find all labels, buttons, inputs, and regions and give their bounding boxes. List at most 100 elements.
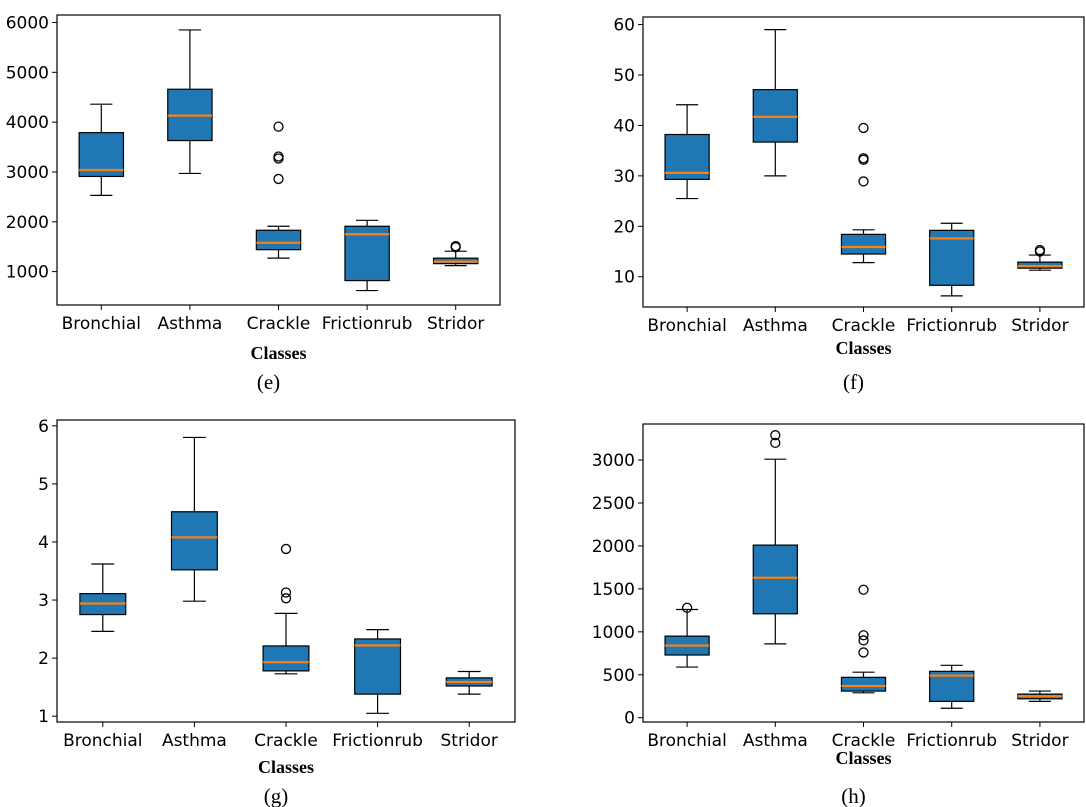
- outlier-point: [858, 153, 869, 164]
- iqr-box: [840, 676, 887, 692]
- box-asthma: [752, 29, 798, 177]
- outlier-point: [273, 121, 284, 132]
- box-crackle: [262, 543, 310, 675]
- y-tick-label: 5000: [6, 63, 49, 83]
- y-tick-label: 20: [613, 217, 635, 237]
- outlier-point: [858, 122, 869, 134]
- outlier-point: [280, 593, 292, 604]
- x-tick-label: Bronchial: [647, 731, 726, 751]
- outlier-point: [858, 584, 869, 595]
- plot-area-frame: [56, 419, 516, 723]
- x-tick-label: Stridor: [441, 731, 498, 751]
- y-tick-label: 2000: [6, 213, 49, 233]
- x-tick-label: Frictionrub: [322, 314, 413, 334]
- outlier-point: [273, 173, 284, 185]
- outlier-point: [858, 176, 869, 187]
- outlier-point: [770, 430, 781, 441]
- y-tick-label: 4: [38, 533, 49, 553]
- y-tick-label: 4000: [6, 113, 49, 133]
- box-asthma: [167, 29, 213, 175]
- box-crackle: [255, 121, 302, 259]
- x-tick-label: Crackle: [254, 731, 318, 751]
- y-tick-label: 0: [624, 709, 635, 729]
- box-asthma: [752, 430, 798, 645]
- box-frictionrub: [354, 629, 402, 714]
- iqr-box: [354, 638, 402, 695]
- x-tick-label: Stridor: [1011, 731, 1068, 751]
- y-tick-label: 6000: [6, 13, 49, 33]
- x-tick-label: Frictionrub: [906, 316, 997, 336]
- iqr-box: [752, 544, 798, 615]
- y-tick-label: 6: [38, 417, 49, 437]
- x-tick-label: Stridor: [427, 314, 484, 334]
- x-tick-label: Frictionrub: [906, 731, 997, 751]
- box-stridor: [1017, 244, 1063, 271]
- y-tick-label: 2: [38, 649, 49, 669]
- box-frictionrub: [929, 222, 975, 297]
- y-tick-label: 2000: [592, 537, 635, 557]
- outlier-point: [858, 630, 869, 641]
- x-tick-label: Crackle: [247, 314, 311, 334]
- panel-caption: (f): [843, 370, 864, 394]
- x-tick-label: Asthma: [743, 731, 808, 751]
- x-axis-title: Classes: [835, 338, 891, 358]
- box-crackle: [840, 122, 887, 264]
- outlier-point: [858, 635, 869, 646]
- y-tick-label: 2500: [592, 494, 635, 514]
- box-stridor: [432, 241, 479, 267]
- chart-panel-1: 1000 2000 3000 4000 5000 6000 Bronchial Asthma C…: [6, 13, 501, 394]
- box-bronchial: [664, 104, 710, 200]
- outlier-point: [280, 587, 292, 598]
- outlier-point: [858, 647, 869, 658]
- panel-caption: (e): [257, 370, 280, 394]
- y-tick-label: 40: [613, 116, 635, 136]
- x-axis-title: Classes: [835, 748, 891, 768]
- y-tick-label: 1500: [592, 580, 635, 600]
- y-tick-label: 5: [38, 475, 49, 495]
- iqr-box: [840, 233, 887, 255]
- chart-panel-4: 0 500 1000 1500 2000 2500 3000 Bronchial Asthma C…: [592, 423, 1085, 807]
- box-bronchial: [79, 563, 127, 633]
- outlier-point: [770, 437, 781, 449]
- y-tick-label: 10: [613, 268, 635, 288]
- x-tick-label: Stridor: [1011, 316, 1068, 336]
- iqr-box: [170, 511, 218, 571]
- outlier-point: [450, 241, 461, 252]
- x-tick-label: Asthma: [743, 316, 808, 336]
- y-tick-label: 3: [38, 591, 49, 611]
- x-tick-label: Bronchial: [63, 731, 142, 751]
- y-tick-label: 30: [613, 167, 635, 187]
- x-tick-label: Crackle: [832, 316, 896, 336]
- iqr-box: [262, 645, 310, 672]
- outlier-point: [681, 602, 693, 613]
- panel-caption: (g): [264, 784, 289, 807]
- chart-panel-3: 1 2 3 4 5 6 Bronchial Asthma Crackle Frictionrub S…: [38, 417, 516, 807]
- x-tick-label: Bronchial: [647, 316, 726, 336]
- y-tick-label: 3000: [6, 163, 49, 183]
- outlier-point: [280, 543, 292, 555]
- panel-caption: (h): [841, 784, 866, 807]
- box-crackle: [840, 584, 887, 694]
- x-tick-label: Bronchial: [62, 314, 141, 334]
- y-tick-label: 60: [613, 16, 635, 36]
- box-frictionrub: [929, 664, 975, 709]
- y-tick-label: 3000: [592, 451, 635, 471]
- y-tick-label: 1000: [592, 623, 635, 643]
- outlier-point: [273, 151, 284, 162]
- outlier-point: [1034, 244, 1046, 256]
- box-bronchial: [664, 602, 710, 668]
- box-stridor: [1017, 690, 1063, 702]
- box-stridor: [445, 670, 493, 695]
- box-asthma: [170, 436, 218, 602]
- x-tick-label: Asthma: [157, 314, 222, 334]
- x-tick-label: Frictionrub: [332, 731, 423, 751]
- iqr-box: [255, 229, 302, 251]
- box-bronchial: [78, 103, 125, 196]
- y-tick-label: 1: [38, 707, 49, 727]
- y-tick-label: 50: [613, 66, 635, 86]
- y-tick-label: 1000: [6, 263, 49, 283]
- x-axis-title: Classes: [250, 343, 306, 363]
- box-frictionrub: [344, 219, 390, 292]
- x-tick-label: Asthma: [162, 731, 227, 751]
